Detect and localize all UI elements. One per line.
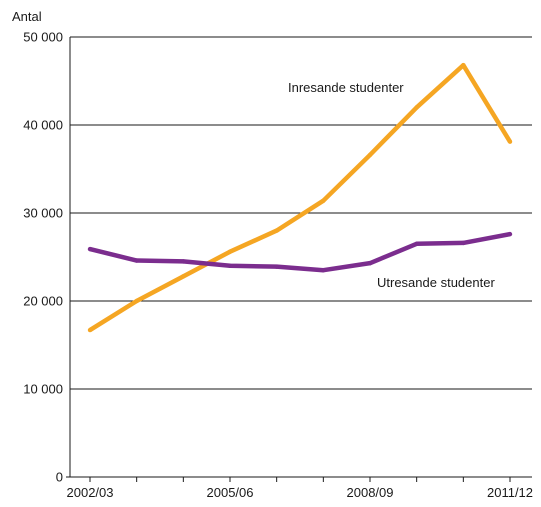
y-tick-label: 50 000	[23, 30, 63, 45]
x-tick-label: 2002/03	[67, 485, 114, 500]
data-point	[461, 62, 466, 68]
data-point	[321, 198, 326, 203]
y-axis-label: Antal	[12, 9, 42, 24]
x-tick-label: 2008/09	[347, 485, 394, 500]
labels-group: 0 10 000 20 000 30 000 40 000 50 000 2002/03 20…	[23, 30, 533, 501]
x-tick-label: 2011/12	[487, 485, 533, 500]
data-point	[134, 258, 139, 263]
y-tick-label: 40 000	[23, 118, 63, 133]
data-point	[461, 240, 466, 246]
series-name-label: Utresande studenter	[377, 275, 495, 290]
y-tick-label: 0	[56, 470, 63, 485]
data-point	[507, 139, 513, 144]
y-tick-label: 20 000	[23, 294, 63, 309]
data-point	[274, 264, 279, 269]
series-group	[87, 62, 513, 333]
data-point	[227, 263, 233, 268]
data-point	[181, 259, 186, 264]
data-point	[321, 268, 326, 273]
axes	[66, 37, 532, 482]
data-point	[181, 274, 186, 279]
data-point	[367, 260, 373, 266]
x-tick-label: 2005/06	[207, 485, 254, 500]
series-line	[89, 231, 511, 273]
data-point	[414, 105, 419, 110]
y-tick-label: 30 000	[23, 206, 63, 221]
data-point	[367, 152, 373, 158]
data-point	[507, 231, 513, 237]
series-line	[88, 62, 512, 332]
y-tick-label: 10 000	[23, 382, 63, 397]
series-name-label: Inresande studenter	[288, 80, 404, 95]
data-point	[87, 246, 93, 252]
data-point	[134, 298, 139, 304]
data-point	[87, 327, 93, 333]
data-point	[414, 241, 419, 246]
data-point	[227, 249, 233, 254]
data-point	[274, 228, 279, 233]
